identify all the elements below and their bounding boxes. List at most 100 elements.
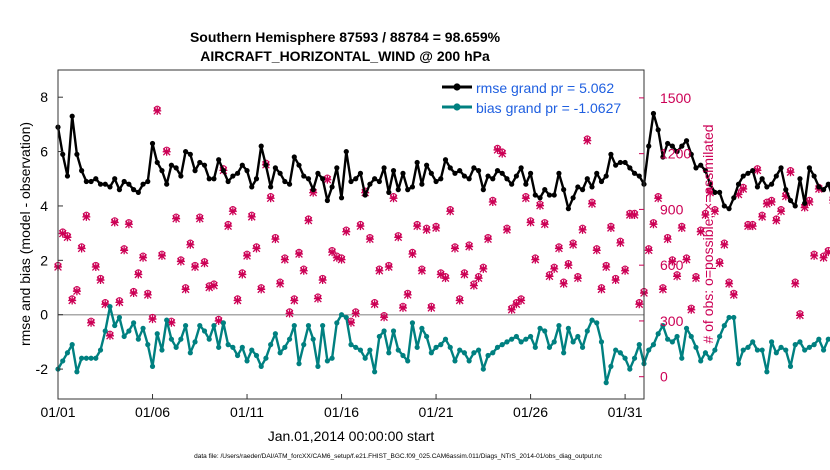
bias-point [107,303,113,310]
obs-assimilated-point [668,257,677,266]
rmse-point [754,184,761,190]
rmse-point [187,151,193,157]
obs-assimilated-point [417,266,426,275]
rmse-point [475,168,482,174]
rmse-point [102,181,108,187]
obs-assimilated-point [677,223,686,232]
rmse-point [598,178,605,185]
rmse-point [372,176,378,182]
bias-point [603,380,609,386]
rmse-point [556,170,562,176]
rmse-point [665,140,671,147]
rmse-point [674,148,680,155]
bias-point [509,336,515,342]
rmse-point [457,168,463,174]
rmse-point [121,178,127,185]
bias-point [329,355,335,361]
bias-point [173,344,179,350]
rmse-point [518,165,524,171]
bias-point [234,352,241,359]
bias-point [286,336,293,342]
obs-assimilated-point [285,309,294,318]
obs-assimilated-point [436,270,445,279]
rmse-point [702,168,709,174]
rmse-point [395,187,401,193]
obs-assimilated-point [654,194,663,203]
bias-point [220,320,227,326]
obs-assimilated-point [469,281,478,290]
bias-point [409,320,416,326]
left-y-axis-label: rmse and bias (model - observation) [17,122,33,346]
rmse-point [258,143,264,149]
bias-point [452,358,458,364]
chart-title-line2: AIRCRAFT_HORIZONTAL_WIND @ 200 hPa [200,48,490,64]
right-y-tick-label: 1200 [660,146,691,162]
obs-assimilated-point [819,253,828,262]
obs-assimilated-point [691,274,700,283]
bias-point [726,314,732,321]
obs-assimilated-point [280,255,289,264]
legend-rmse-marker [453,83,461,91]
bias-point [646,347,652,353]
bias-point [565,325,571,331]
obs-assimilated-point [389,194,398,203]
bias-point [674,333,680,340]
bias-point [192,339,198,345]
rmse-point [253,176,260,182]
obs-assimilated-point [82,212,91,221]
bias-point [102,328,108,334]
bias-point [825,336,830,342]
bias-point [575,333,581,340]
bias-point [277,350,283,356]
bias-point [820,347,827,353]
obs-assimilated-point [313,294,322,303]
bias-point [263,355,269,361]
obs-assimilated-point [597,285,606,294]
bias-point [112,322,118,329]
rmse-point [211,176,217,182]
rmse-point [707,181,713,187]
bias-point [551,339,557,345]
obs-assimilated-point [569,240,578,249]
obs-assimilated-point [157,251,166,260]
rmse-point [627,165,633,171]
obs-assimilated-point [611,276,620,285]
bias-point [499,342,505,348]
obs-assimilated-point [370,300,379,309]
obs-assimilated-point [63,233,72,242]
bias-point [253,352,260,359]
obs-assimilated-point [233,296,242,305]
rmse-point [513,173,520,179]
rmse-point [783,187,789,193]
rmse-point [546,192,553,198]
obs-assimilated-point [68,296,77,305]
rmse-point [442,157,449,163]
rmse-point [239,162,245,168]
rmse-point [357,170,364,176]
left-y-tick-label: 2 [40,252,48,268]
bias-point [424,333,430,340]
obs-assimilated-point [228,207,237,216]
bias-point [650,342,657,348]
rmse-point [561,187,567,193]
bias-point [802,347,808,353]
obs-assimilated-point [375,266,384,275]
rmse-point [405,187,411,193]
rmse-point [631,170,638,176]
rmse-point [343,148,349,155]
obs-assimilated-point [658,285,667,294]
rmse-point [286,181,293,187]
obs-assimilated-point [720,240,729,249]
rmse-point [433,178,439,185]
bias-point [787,363,794,369]
obs-assimilated-point [105,331,114,340]
bias-point [475,347,482,353]
rmse-point [499,170,505,176]
bias-point [683,325,690,331]
rmse-point [480,187,486,193]
rmse-point [712,189,718,195]
x-tick-label: 01/11 [230,404,264,420]
obs-assimilated-point [554,244,563,253]
rmse-point [216,157,222,163]
bias-point [764,369,770,375]
